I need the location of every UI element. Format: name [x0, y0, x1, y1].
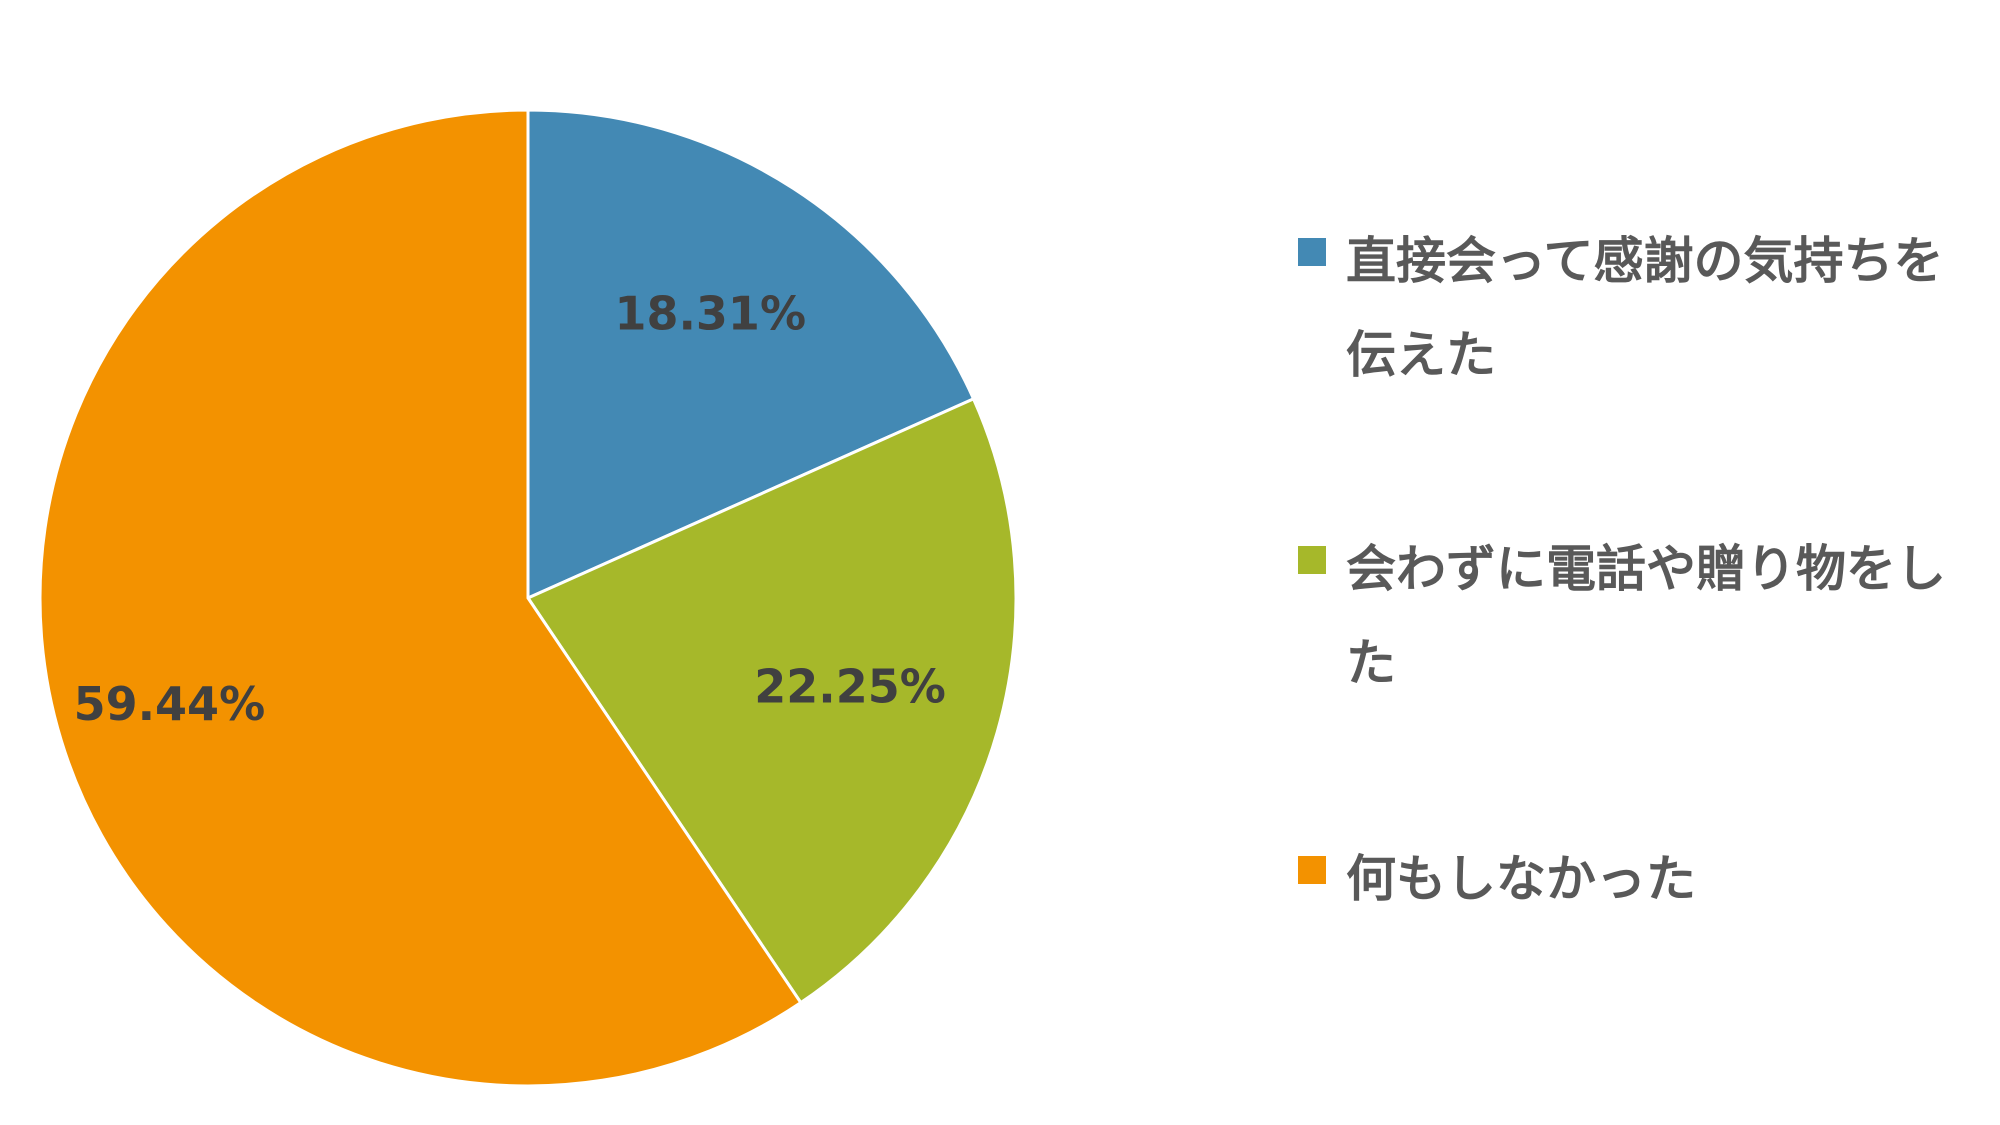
- legend-swatch: [1298, 856, 1326, 884]
- pie-slices: [38, 108, 1018, 1088]
- legend: 直接会って感謝の気持ちを伝えた 会わずに電話や贈り物をした 何もしなかった: [1298, 214, 1978, 926]
- pie-slice-nothing: [38, 108, 803, 1088]
- data-label: 22.25%: [754, 660, 946, 714]
- legend-item-direct-thanks: 直接会って感謝の気持ちを伝えた: [1298, 214, 1946, 402]
- pie-data-labels: 18.31% 22.25% 59.44%: [74, 286, 946, 731]
- legend-item-nothing: 何もしなかった: [1298, 832, 1946, 926]
- data-label: 59.44%: [74, 677, 266, 731]
- legend-swatch: [1298, 238, 1326, 266]
- legend-label: 会わずに電話や贈り物をした: [1346, 540, 1946, 692]
- pie-slice-phone-or-gift: [525, 396, 1018, 1005]
- data-label: 18.31%: [614, 286, 806, 340]
- legend-label: 直接会って感謝の気持ちを伝えた: [1346, 232, 1944, 384]
- pie-slice-direct-thanks: [526, 108, 976, 601]
- legend-item-phone-or-gift: 会わずに電話や贈り物をした: [1298, 522, 1946, 710]
- legend-swatch: [1298, 546, 1326, 574]
- legend-label: 何もしなかった: [1346, 850, 1696, 908]
